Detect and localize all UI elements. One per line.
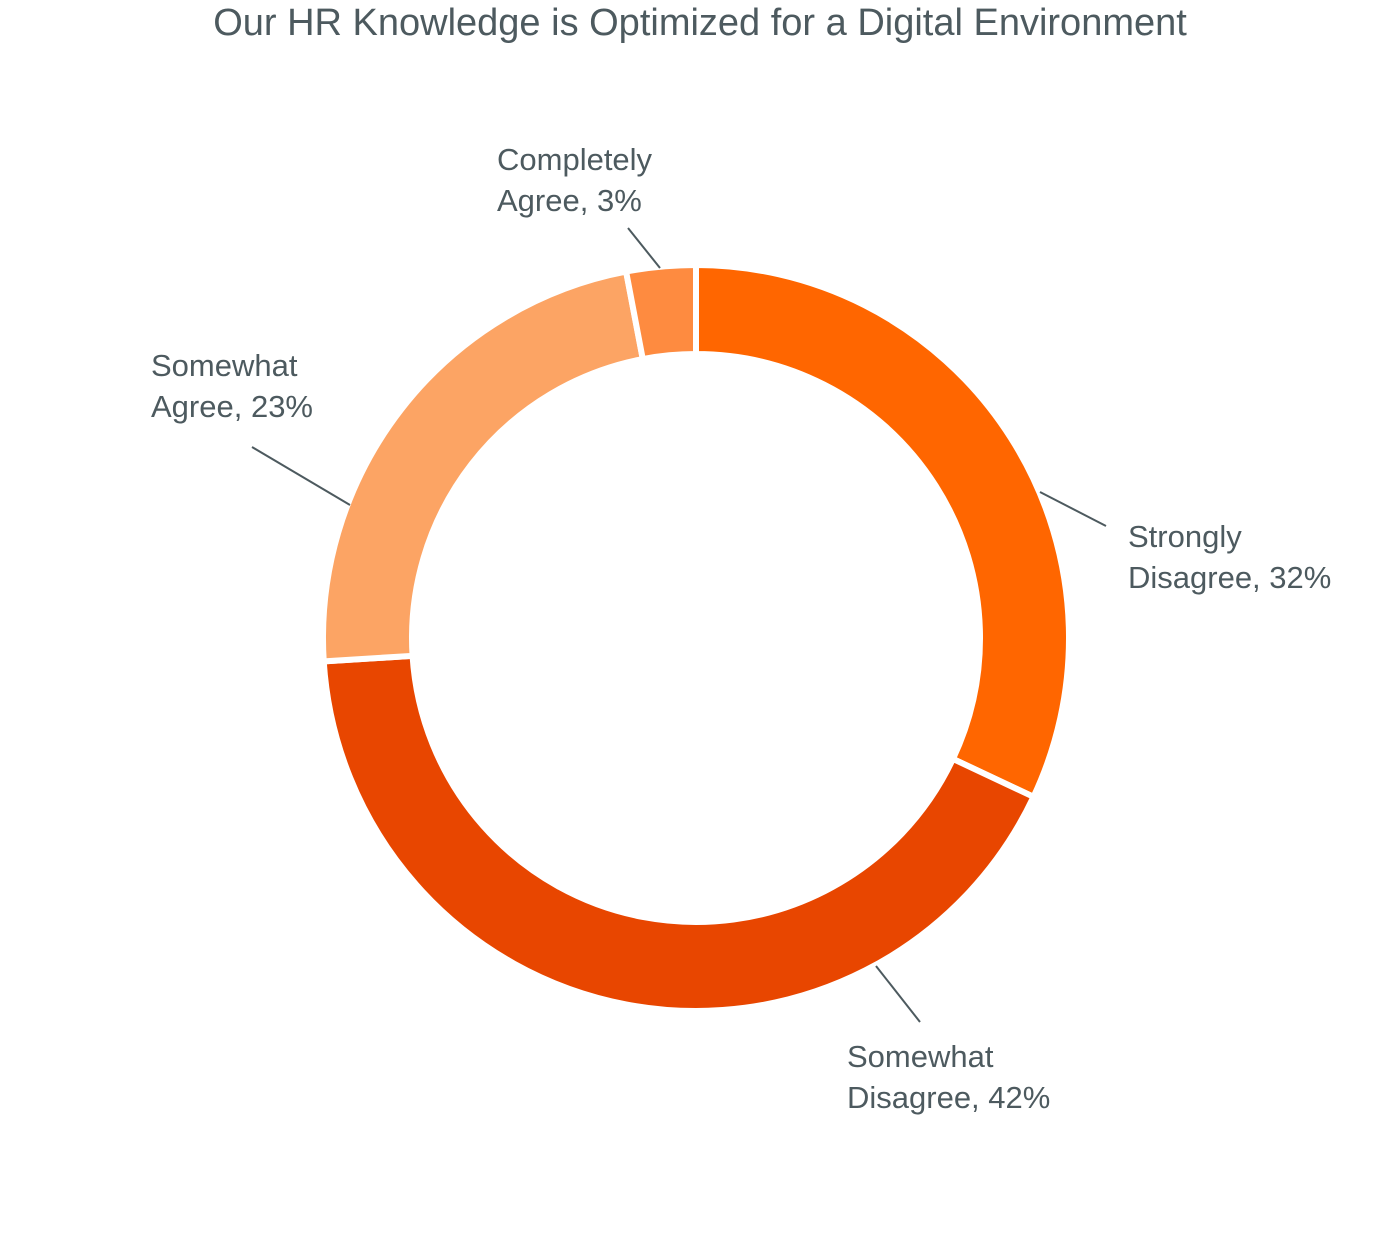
label-strongly-disagree-line2: Disagree, 32% <box>1128 560 1332 595</box>
slice-somewhat-agree <box>320 268 647 665</box>
slice-completely-agree <box>622 261 699 363</box>
label-completely-agree-line1: Completely <box>497 142 653 177</box>
slice-strongly-disagree <box>693 261 1072 801</box>
label-completely-agree: Completely Agree, 3% <box>497 139 652 221</box>
leader-line-somewhat-disagree <box>875 965 921 1023</box>
leader-line-strongly-disagree <box>1039 491 1107 527</box>
label-somewhat-disagree-line2: Disagree, 42% <box>847 1080 1051 1115</box>
chart-title: Our HR Knowledge is Optimized for a Digi… <box>213 2 1187 44</box>
slice-somewhat-disagree <box>320 652 1038 1014</box>
label-strongly-disagree: Strongly Disagree, 32% <box>1128 516 1331 598</box>
label-somewhat-disagree-line1: Somewhat <box>847 1039 994 1074</box>
label-completely-agree-line2: Agree, 3% <box>497 183 642 218</box>
leader-line-completely-agree <box>627 227 661 269</box>
label-somewhat-agree: Somewhat Agree, 23% <box>151 345 313 427</box>
label-somewhat-agree-line2: Agree, 23% <box>151 389 313 424</box>
label-strongly-disagree-line1: Strongly <box>1128 519 1242 554</box>
label-somewhat-agree-line1: Somewhat <box>151 348 298 383</box>
leader-line-somewhat-agree <box>251 446 351 506</box>
label-somewhat-disagree: Somewhat Disagree, 42% <box>847 1036 1050 1118</box>
